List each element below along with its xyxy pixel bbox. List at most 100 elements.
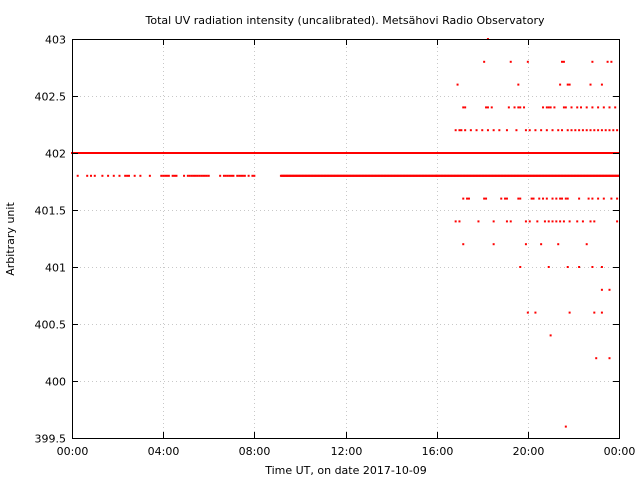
data-point xyxy=(148,174,151,177)
data-point xyxy=(173,174,176,177)
data-point xyxy=(112,174,115,177)
data-point xyxy=(578,197,581,200)
data-point xyxy=(545,197,548,200)
data-point xyxy=(504,197,507,200)
data-point xyxy=(462,197,465,200)
data-point xyxy=(462,106,465,109)
data-point xyxy=(464,106,467,109)
data-point xyxy=(118,174,121,177)
data-point xyxy=(608,288,611,291)
y-tick-label: 403 xyxy=(45,34,66,47)
data-point xyxy=(616,220,619,223)
data-point xyxy=(543,220,546,223)
data-point xyxy=(566,266,569,268)
data-point xyxy=(492,129,495,132)
data-point xyxy=(612,129,615,132)
data-point xyxy=(485,106,488,109)
data-point xyxy=(205,174,208,177)
data-point xyxy=(192,174,195,177)
data-point xyxy=(562,106,565,109)
data-point xyxy=(600,288,603,291)
data-point xyxy=(581,129,584,132)
x-tick-label: 20:00 xyxy=(513,445,545,458)
data-point xyxy=(555,220,558,223)
data-point xyxy=(507,106,510,109)
data-point xyxy=(547,220,550,223)
data-point xyxy=(207,174,210,177)
data-point xyxy=(600,83,603,86)
data-point xyxy=(466,197,469,200)
data-point xyxy=(196,174,199,177)
data-point xyxy=(610,60,613,63)
data-point xyxy=(602,197,605,200)
data-point xyxy=(589,83,592,86)
data-point xyxy=(456,83,459,86)
data-point xyxy=(224,174,227,177)
data-point xyxy=(139,174,142,177)
data-point xyxy=(545,106,548,109)
data-point xyxy=(528,129,531,132)
data-point xyxy=(578,129,581,132)
data-point xyxy=(236,174,239,177)
data-point xyxy=(486,106,489,109)
data-point xyxy=(464,129,467,132)
data-point xyxy=(517,106,520,109)
data-point xyxy=(595,357,598,360)
x-axis-ticks: 00:00 04:00 08:00 12:00 16:00 20:00 00:00 xyxy=(57,39,635,458)
data-point xyxy=(454,220,457,223)
data-point xyxy=(232,174,235,177)
data-point xyxy=(591,197,594,200)
data-point xyxy=(126,174,129,177)
data-point xyxy=(477,220,480,223)
data-point xyxy=(230,174,233,177)
data-point xyxy=(540,243,543,246)
y-axis-ticks: 399.5 400 400.5 401 401.5 402 402.5 403 xyxy=(35,34,619,446)
data-point xyxy=(597,106,600,109)
data-point xyxy=(524,129,527,132)
data-point xyxy=(585,129,588,132)
data-point xyxy=(190,174,193,177)
data-point xyxy=(585,243,588,246)
data-point xyxy=(597,129,600,132)
data-point xyxy=(175,174,178,177)
data-point xyxy=(200,174,203,177)
data-point xyxy=(526,60,529,63)
y-tick-label: 400.5 xyxy=(35,319,67,332)
data-point xyxy=(542,106,545,109)
data-point xyxy=(576,106,579,109)
data-point xyxy=(561,197,564,200)
data-point xyxy=(608,106,611,109)
chart-title: Total UV radiation intensity (uncalibrat… xyxy=(145,14,545,27)
data-point xyxy=(545,129,548,132)
data-point xyxy=(469,129,472,132)
data-point xyxy=(222,174,225,177)
data-point xyxy=(585,106,588,109)
data-point xyxy=(593,220,596,223)
data-point xyxy=(568,311,571,314)
data-point xyxy=(591,60,594,63)
x-axis-label: Time UT, on date 2017-10-09 xyxy=(264,464,427,477)
data-point xyxy=(89,174,92,177)
data-point xyxy=(107,174,110,177)
data-point xyxy=(581,220,584,223)
data-point xyxy=(243,174,246,177)
data-point xyxy=(576,220,579,223)
data-point xyxy=(483,197,486,200)
data-point xyxy=(519,106,522,109)
data-point xyxy=(580,106,583,109)
y-tick-label: 402 xyxy=(45,148,66,161)
data-point xyxy=(551,129,554,132)
y-axis-label: Arbitrary unit xyxy=(4,202,17,276)
x-tick-label: 00:00 xyxy=(57,445,89,458)
data-point xyxy=(519,266,522,268)
data-point xyxy=(500,197,503,200)
data-point xyxy=(127,174,130,177)
data-point xyxy=(458,220,461,223)
data-point xyxy=(549,334,552,337)
data-point xyxy=(247,174,250,177)
data-points xyxy=(71,38,620,428)
data-point xyxy=(164,174,167,177)
data-point xyxy=(517,83,520,86)
grid-lines xyxy=(72,39,619,438)
